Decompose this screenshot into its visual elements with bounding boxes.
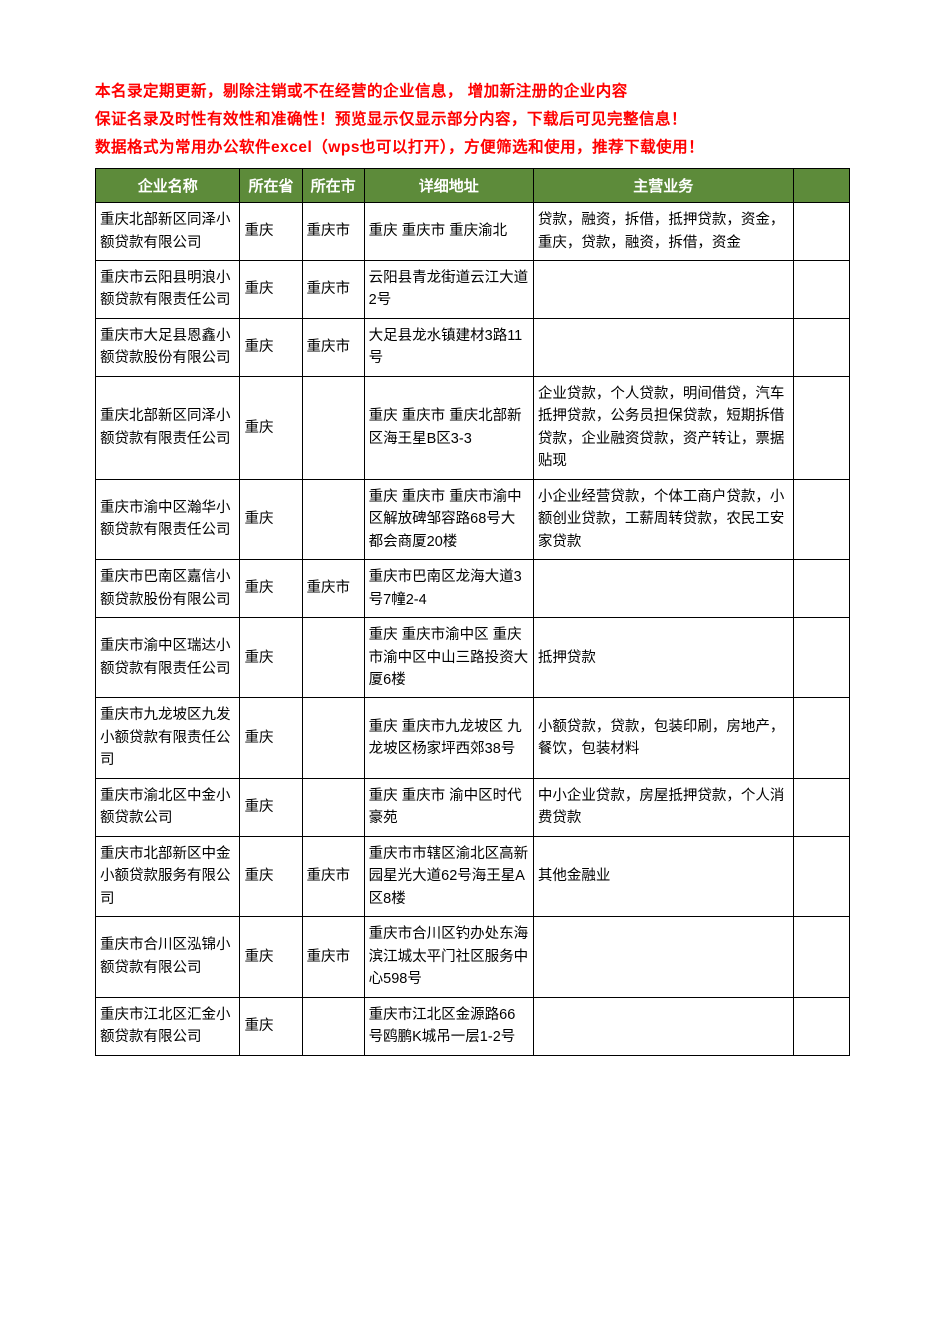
cell-addr: 重庆 重庆市九龙坡区 九龙坡区杨家坪西郊38号 bbox=[364, 698, 533, 778]
cell-city: 重庆市 bbox=[302, 917, 364, 997]
notice-line-1: 本名录定期更新，剔除注销或不在经营的企业信息， 增加新注册的企业内容 bbox=[95, 80, 850, 104]
cell-city bbox=[302, 698, 364, 778]
cell-prov: 重庆 bbox=[240, 778, 302, 836]
table-row: 重庆市北部新区中金小额贷款服务有限公司重庆重庆市重庆市市辖区渝北区高新园星光大道… bbox=[96, 836, 850, 916]
col-header-extra bbox=[793, 169, 849, 203]
cell-biz bbox=[533, 917, 793, 997]
table-row: 重庆市云阳县明浪小额贷款有限责任公司重庆重庆市云阳县青龙街道云江大道2号 bbox=[96, 260, 850, 318]
cell-prov: 重庆 bbox=[240, 917, 302, 997]
cell-extra bbox=[793, 560, 849, 618]
cell-biz: 企业贷款，个人贷款，明间借贷，汽车抵押贷款，公务员担保贷款，短期拆借贷款，企业融… bbox=[533, 376, 793, 479]
cell-addr: 重庆市江北区金源路66号鸥鹏K城吊一层1-2号 bbox=[364, 997, 533, 1055]
cell-prov: 重庆 bbox=[240, 479, 302, 559]
cell-addr: 重庆 重庆市渝中区 重庆市渝中区中山三路投资大厦6楼 bbox=[364, 618, 533, 698]
cell-name: 重庆市云阳县明浪小额贷款有限责任公司 bbox=[96, 260, 240, 318]
cell-name: 重庆市江北区汇金小额贷款有限公司 bbox=[96, 997, 240, 1055]
cell-addr: 云阳县青龙街道云江大道2号 bbox=[364, 260, 533, 318]
cell-city bbox=[302, 778, 364, 836]
table-row: 重庆市渝中区瀚华小额贷款有限责任公司重庆重庆 重庆市 重庆市渝中区解放碑邹容路6… bbox=[96, 479, 850, 559]
col-header-prov: 所在省 bbox=[240, 169, 302, 203]
table-row: 重庆市渝中区瑞达小额贷款有限责任公司重庆重庆 重庆市渝中区 重庆市渝中区中山三路… bbox=[96, 618, 850, 698]
cell-name: 重庆北部新区同泽小额贷款有限公司 bbox=[96, 203, 240, 261]
cell-biz bbox=[533, 260, 793, 318]
table-header-row: 企业名称 所在省 所在市 详细地址 主营业务 bbox=[96, 169, 850, 203]
cell-addr: 大足县龙水镇建材3路11号 bbox=[364, 318, 533, 376]
cell-city bbox=[302, 618, 364, 698]
cell-extra bbox=[793, 917, 849, 997]
cell-city bbox=[302, 479, 364, 559]
col-header-biz: 主营业务 bbox=[533, 169, 793, 203]
cell-name: 重庆市合川区泓锦小额贷款有限公司 bbox=[96, 917, 240, 997]
notice-line-3: 数据格式为常用办公软件excel（wps也可以打开），方便筛选和使用，推荐下载使… bbox=[95, 136, 850, 160]
col-header-name: 企业名称 bbox=[96, 169, 240, 203]
cell-prov: 重庆 bbox=[240, 318, 302, 376]
cell-name: 重庆市大足县恩鑫小额贷款股份有限公司 bbox=[96, 318, 240, 376]
cell-addr: 重庆 重庆市 渝中区时代豪苑 bbox=[364, 778, 533, 836]
cell-extra bbox=[793, 260, 849, 318]
table-body: 重庆北部新区同泽小额贷款有限公司重庆重庆市重庆 重庆市 重庆渝北贷款，融资，拆借… bbox=[96, 203, 850, 1056]
table-row: 重庆北部新区同泽小额贷款有限责任公司重庆重庆 重庆市 重庆北部新区海王星B区3-… bbox=[96, 376, 850, 479]
cell-extra bbox=[793, 376, 849, 479]
col-header-city: 所在市 bbox=[302, 169, 364, 203]
cell-city: 重庆市 bbox=[302, 318, 364, 376]
cell-extra bbox=[793, 997, 849, 1055]
cell-biz: 小额贷款，贷款，包装印刷，房地产，餐饮，包装材料 bbox=[533, 698, 793, 778]
cell-prov: 重庆 bbox=[240, 260, 302, 318]
cell-extra bbox=[793, 618, 849, 698]
notice-line-2: 保证名录及时性有效性和准确性！预览显示仅显示部分内容，下载后可见完整信息！ bbox=[95, 108, 850, 132]
cell-biz: 其他金融业 bbox=[533, 836, 793, 916]
cell-biz bbox=[533, 997, 793, 1055]
table-row: 重庆市巴南区嘉信小额贷款股份有限公司重庆重庆市重庆市巴南区龙海大道3号7幢2-4 bbox=[96, 560, 850, 618]
cell-city: 重庆市 bbox=[302, 836, 364, 916]
cell-addr: 重庆市巴南区龙海大道3号7幢2-4 bbox=[364, 560, 533, 618]
cell-name: 重庆市渝中区瀚华小额贷款有限责任公司 bbox=[96, 479, 240, 559]
table-row: 重庆市合川区泓锦小额贷款有限公司重庆重庆市重庆市合川区钓办处东海滨江城太平门社区… bbox=[96, 917, 850, 997]
cell-city: 重庆市 bbox=[302, 203, 364, 261]
cell-prov: 重庆 bbox=[240, 997, 302, 1055]
cell-addr: 重庆 重庆市 重庆渝北 bbox=[364, 203, 533, 261]
cell-city bbox=[302, 376, 364, 479]
cell-addr: 重庆市合川区钓办处东海滨江城太平门社区服务中心598号 bbox=[364, 917, 533, 997]
cell-addr: 重庆 重庆市 重庆北部新区海王星B区3-3 bbox=[364, 376, 533, 479]
cell-biz: 中小企业贷款，房屋抵押贷款，个人消费贷款 bbox=[533, 778, 793, 836]
cell-prov: 重庆 bbox=[240, 203, 302, 261]
cell-city: 重庆市 bbox=[302, 260, 364, 318]
cell-addr: 重庆市市辖区渝北区高新园星光大道62号海王星A区8楼 bbox=[364, 836, 533, 916]
cell-biz: 小企业经营贷款，个体工商户贷款，小额创业贷款，工薪周转贷款，农民工安家贷款 bbox=[533, 479, 793, 559]
cell-addr: 重庆 重庆市 重庆市渝中区解放碑邹容路68号大都会商厦20楼 bbox=[364, 479, 533, 559]
table-row: 重庆市九龙坡区九发小额贷款有限责任公司重庆重庆 重庆市九龙坡区 九龙坡区杨家坪西… bbox=[96, 698, 850, 778]
table-row: 重庆市江北区汇金小额贷款有限公司重庆 重庆市江北区金源路66号鸥鹏K城吊一层1-2… bbox=[96, 997, 850, 1055]
table-row: 重庆市渝北区中金小额贷款公司重庆 重庆 重庆市 渝中区时代豪苑中小企业贷款，房屋抵… bbox=[96, 778, 850, 836]
company-table: 企业名称 所在省 所在市 详细地址 主营业务 重庆北部新区同泽小额贷款有限公司重… bbox=[95, 168, 850, 1056]
cell-prov: 重庆 bbox=[240, 698, 302, 778]
col-header-addr: 详细地址 bbox=[364, 169, 533, 203]
cell-extra bbox=[793, 836, 849, 916]
cell-extra bbox=[793, 318, 849, 376]
cell-extra bbox=[793, 778, 849, 836]
cell-biz: 抵押贷款 bbox=[533, 618, 793, 698]
cell-prov: 重庆 bbox=[240, 560, 302, 618]
cell-city: 重庆市 bbox=[302, 560, 364, 618]
cell-city bbox=[302, 997, 364, 1055]
cell-biz: 贷款，融资，拆借，抵押贷款，资金，重庆，贷款，融资，拆借，资金 bbox=[533, 203, 793, 261]
cell-prov: 重庆 bbox=[240, 836, 302, 916]
table-row: 重庆市大足县恩鑫小额贷款股份有限公司重庆重庆市大足县龙水镇建材3路11号 bbox=[96, 318, 850, 376]
cell-name: 重庆市巴南区嘉信小额贷款股份有限公司 bbox=[96, 560, 240, 618]
cell-name: 重庆北部新区同泽小额贷款有限责任公司 bbox=[96, 376, 240, 479]
cell-name: 重庆市九龙坡区九发小额贷款有限责任公司 bbox=[96, 698, 240, 778]
table-row: 重庆北部新区同泽小额贷款有限公司重庆重庆市重庆 重庆市 重庆渝北贷款，融资，拆借… bbox=[96, 203, 850, 261]
cell-extra bbox=[793, 479, 849, 559]
cell-prov: 重庆 bbox=[240, 618, 302, 698]
cell-name: 重庆市渝北区中金小额贷款公司 bbox=[96, 778, 240, 836]
cell-biz bbox=[533, 318, 793, 376]
cell-extra bbox=[793, 203, 849, 261]
cell-extra bbox=[793, 698, 849, 778]
cell-biz bbox=[533, 560, 793, 618]
cell-name: 重庆市北部新区中金小额贷款服务有限公司 bbox=[96, 836, 240, 916]
cell-prov: 重庆 bbox=[240, 376, 302, 479]
cell-name: 重庆市渝中区瑞达小额贷款有限责任公司 bbox=[96, 618, 240, 698]
